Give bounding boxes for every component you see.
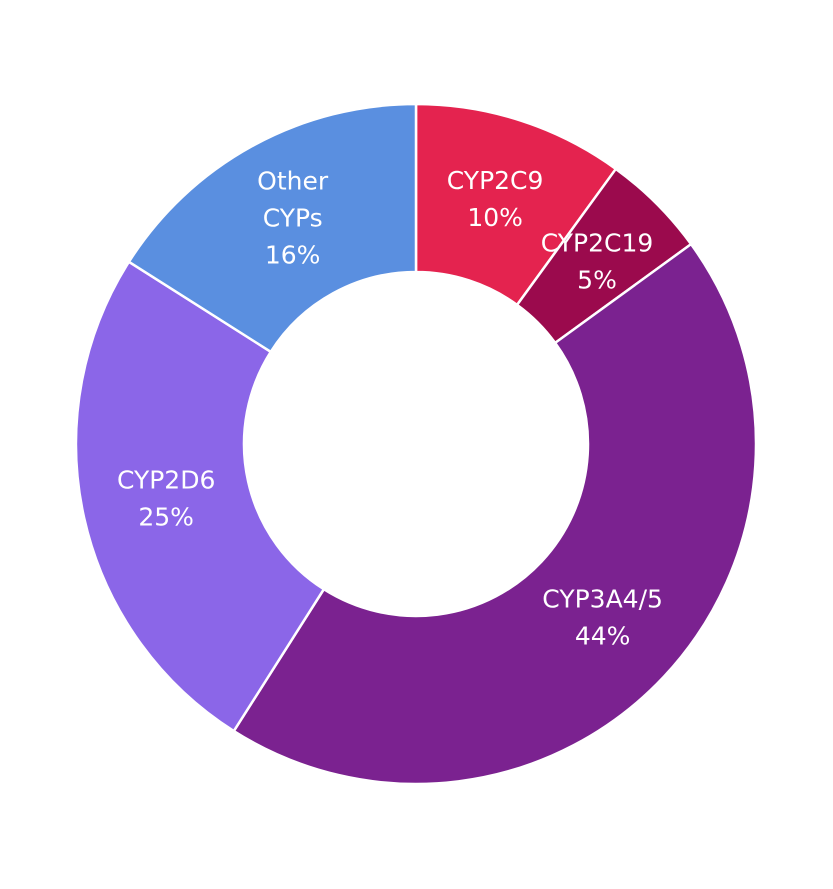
category-label-line: CYPs	[263, 204, 323, 233]
category-label-line: CYP2C9	[447, 166, 544, 195]
category-label: CYP3A4/5	[542, 585, 663, 614]
category-label-line: CYP3A4/5	[542, 585, 663, 614]
category-label-line: CYP2C19	[541, 228, 654, 257]
category-label: CYP2D6	[117, 465, 215, 494]
value-label: 44%	[575, 622, 631, 651]
donut-slice	[232, 242, 758, 786]
value-label: 25%	[138, 502, 194, 531]
value-label: 5%	[577, 265, 617, 294]
slice-label: CYP2D6 25%	[117, 465, 215, 531]
slice-label: CYP3A4/5 44%	[542, 585, 663, 651]
value-label: 16%	[265, 241, 321, 270]
category-label: Other CYPs	[257, 167, 329, 233]
slice-label: CYP2C9 10%	[447, 166, 544, 232]
donut-slice	[127, 102, 418, 354]
category-label: CYP2C9	[447, 166, 544, 195]
category-label: CYP2C19	[541, 228, 654, 257]
category-label-line: CYP2D6	[117, 465, 215, 494]
value-label: 10%	[467, 203, 523, 232]
donut-slice	[74, 260, 326, 733]
slice-label: Other CYPs 16%	[257, 167, 329, 270]
category-label-line: Other	[257, 167, 329, 196]
slice-label: CYP2C19 5%	[541, 228, 654, 294]
